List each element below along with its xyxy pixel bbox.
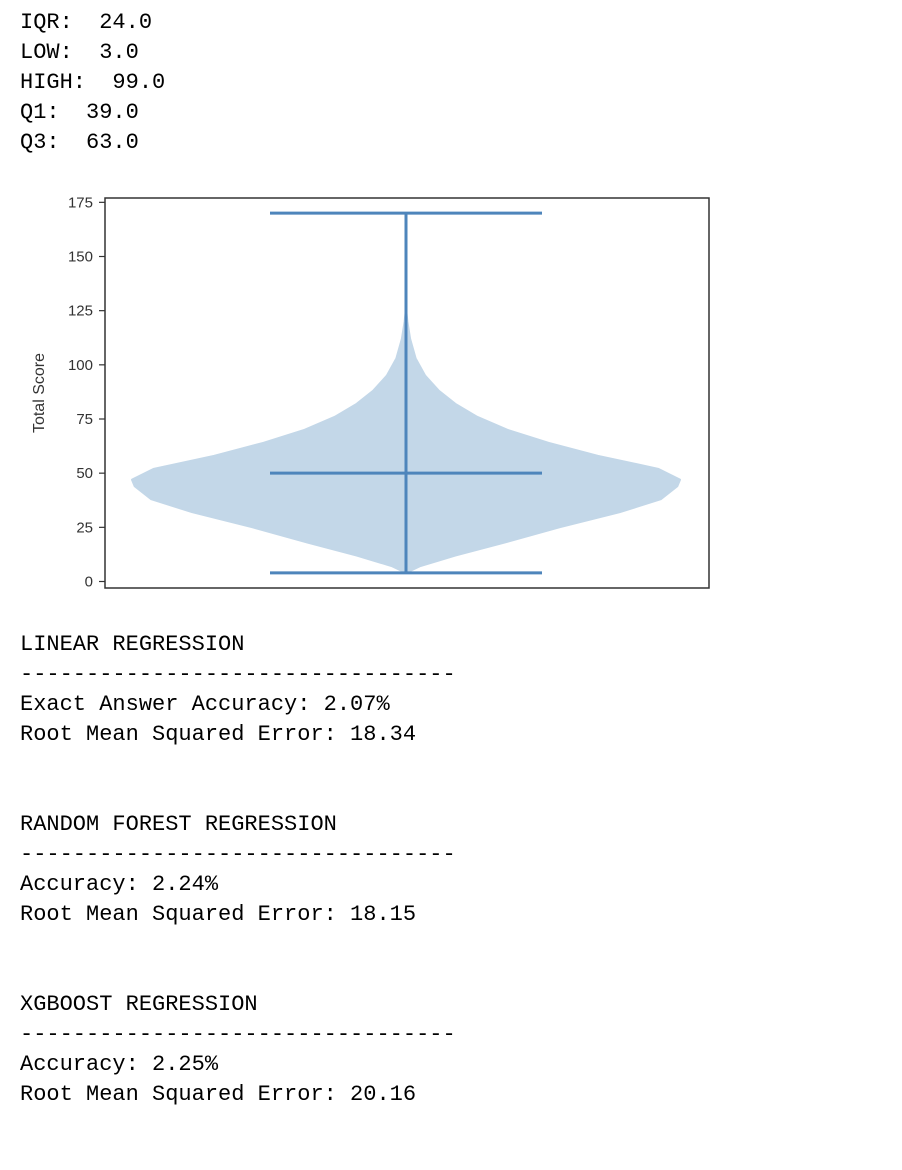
- result-xgboost-regression: XGBOOST REGRESSION ---------------------…: [20, 990, 456, 1110]
- y-tick-label: 150: [68, 249, 93, 266]
- y-tick-label: 175: [68, 194, 93, 211]
- stat-q1-label: Q1:: [20, 100, 60, 125]
- result-divider: ---------------------------------: [20, 1022, 456, 1047]
- stat-iqr-label: IQR:: [20, 10, 73, 35]
- stat-q3-value: 63.0: [86, 130, 139, 155]
- y-tick-label: 50: [76, 465, 93, 482]
- result-title: RANDOM FOREST REGRESSION: [20, 812, 337, 837]
- y-tick-label: 125: [68, 303, 93, 320]
- stat-q3-label: Q3:: [20, 130, 60, 155]
- stat-q1-value: 39.0: [86, 100, 139, 125]
- y-tick-label: 100: [68, 357, 93, 374]
- stat-low-label: LOW:: [20, 40, 73, 65]
- result-divider: ---------------------------------: [20, 842, 456, 867]
- stat-high-label: HIGH:: [20, 70, 87, 95]
- stat-low-value: 3.0: [99, 40, 139, 65]
- violin-chart: 0 25 50 75 100 125 150 175 Total Score: [0, 180, 760, 600]
- result-random-forest-regression: RANDOM FOREST REGRESSION ---------------…: [20, 810, 456, 930]
- result-divider: ---------------------------------: [20, 662, 456, 687]
- y-axis-label: Total Score: [31, 353, 48, 433]
- stats-block: IQR: 24.0 LOW: 3.0 HIGH: 99.0 Q1: 39.0 Q…: [20, 8, 165, 158]
- stat-high: HIGH: 99.0: [20, 68, 165, 98]
- y-tick-label: 75: [76, 411, 93, 428]
- plot-frame: [104, 197, 710, 589]
- stat-q1: Q1: 39.0: [20, 98, 165, 128]
- stat-low: LOW: 3.0: [20, 38, 165, 68]
- result-accuracy: Exact Answer Accuracy: 2.07%: [20, 692, 390, 717]
- result-title: LINEAR REGRESSION: [20, 632, 245, 657]
- stat-iqr-value: 24.0: [99, 10, 153, 35]
- violin-lines: [270, 211, 542, 575]
- result-accuracy: Accuracy: 2.24%: [20, 872, 219, 897]
- violin-chart-svg: 0 25 50 75 100 125 150 175 Total Score: [31, 194, 710, 591]
- stat-high-value: 99.0: [112, 70, 166, 95]
- result-rmse: Root Mean Squared Error: 20.16: [20, 1082, 417, 1107]
- y-ticks: 0 25 50 75 100 125 150 175: [68, 194, 105, 591]
- y-tick-label: 25: [76, 519, 93, 536]
- result-title: XGBOOST REGRESSION: [20, 992, 258, 1017]
- results-block: LINEAR REGRESSION ----------------------…: [20, 630, 456, 1170]
- stat-q3: Q3: 63.0: [20, 128, 165, 158]
- stat-iqr: IQR: 24.0: [20, 8, 165, 38]
- result-rmse: Root Mean Squared Error: 18.15: [20, 902, 417, 927]
- result-rmse: Root Mean Squared Error: 18.34: [20, 722, 417, 747]
- y-tick-label: 0: [85, 574, 93, 591]
- result-linear-regression: LINEAR REGRESSION ----------------------…: [20, 630, 456, 750]
- result-accuracy: Accuracy: 2.25%: [20, 1052, 219, 1077]
